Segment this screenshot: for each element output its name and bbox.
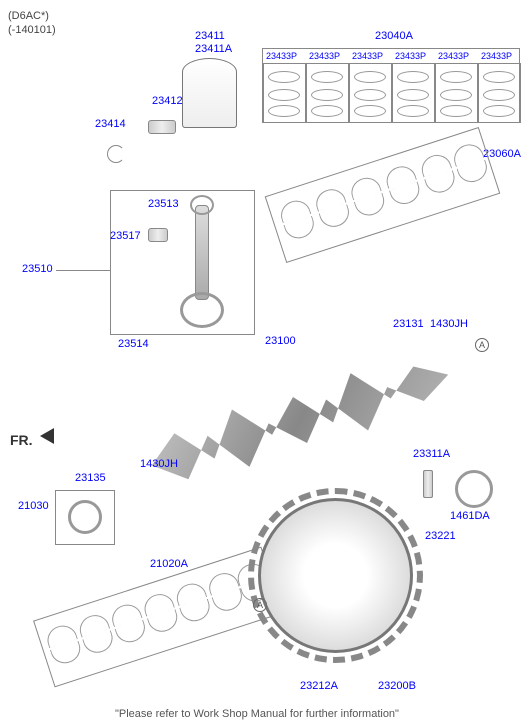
ring-label-6: 23433P bbox=[481, 51, 512, 61]
bolt-23311A bbox=[423, 470, 433, 498]
piston-pin bbox=[148, 120, 176, 134]
label-21020A: 21020A bbox=[150, 558, 188, 570]
ring-img-3c bbox=[354, 105, 386, 117]
label-23311A: 23311A bbox=[413, 448, 450, 460]
ring-img-4c bbox=[397, 105, 429, 117]
ring-img-2b bbox=[311, 89, 343, 101]
ring-label-1: 23433P bbox=[266, 51, 297, 61]
flywheel-body bbox=[258, 498, 413, 653]
label-23100: 23100 bbox=[265, 335, 296, 347]
ring-img-5a bbox=[440, 71, 472, 83]
label-23131: 23131 bbox=[393, 318, 424, 330]
ring-img-5b bbox=[440, 89, 472, 101]
label-23411: 23411 bbox=[195, 30, 225, 42]
ring-img-3b bbox=[354, 89, 386, 101]
ring-img-6b bbox=[483, 89, 515, 101]
ring-img-6a bbox=[483, 71, 515, 83]
label-21030: 21030 bbox=[18, 500, 49, 512]
ring-img-5c bbox=[440, 105, 472, 117]
label-23040A: 23040A bbox=[375, 30, 413, 42]
leader-23510 bbox=[56, 270, 110, 271]
fr-arrow-icon bbox=[40, 428, 54, 444]
ring-label-5: 23433P bbox=[438, 51, 469, 61]
crankshaft-body bbox=[134, 317, 466, 522]
ring-img-1b bbox=[268, 89, 300, 101]
ring-label-3: 23433P bbox=[352, 51, 383, 61]
snap-ring bbox=[107, 145, 125, 163]
ring-img-2c bbox=[311, 105, 343, 117]
marker-a-flywheel: A bbox=[253, 598, 267, 612]
ring-img-6c bbox=[483, 105, 515, 117]
label-23412: 23412 bbox=[152, 95, 183, 107]
label-23221: 23221 bbox=[425, 530, 456, 542]
label-23135: 23135 bbox=[75, 472, 106, 484]
conrod-big-end bbox=[180, 292, 224, 328]
label-23514: 23514 bbox=[118, 338, 149, 350]
piston-ring-container: 23433P 23433P 23433P 23433P 23433P 23433… bbox=[262, 48, 520, 123]
ring-img-4a bbox=[397, 71, 429, 83]
label-23414: 23414 bbox=[95, 118, 126, 130]
label-23212A: 23212A bbox=[300, 680, 338, 692]
conrod-bushing bbox=[148, 228, 168, 242]
conrod-small-end bbox=[190, 195, 214, 215]
fr-label: FR. bbox=[10, 432, 33, 448]
label-23200B: 23200B bbox=[378, 680, 416, 692]
label-23510: 23510 bbox=[22, 263, 53, 275]
ring-label-4: 23433P bbox=[395, 51, 426, 61]
ring-label-2: 23433P bbox=[309, 51, 340, 61]
label-23411A: 23411A bbox=[195, 43, 232, 55]
ring-img-1c bbox=[268, 105, 300, 117]
label-23517: 23517 bbox=[110, 230, 141, 242]
header-model: (D6AC*) bbox=[8, 10, 49, 22]
ring-img-3a bbox=[354, 71, 386, 83]
header-code: (-140101) bbox=[8, 24, 56, 36]
label-1461DA: 1461DA bbox=[450, 510, 490, 522]
seal-23221 bbox=[455, 470, 493, 508]
ring-img-2a bbox=[311, 71, 343, 83]
label-23513: 23513 bbox=[148, 198, 179, 210]
piston-body bbox=[182, 58, 237, 128]
label-1430JH-mid: 1430JH bbox=[140, 458, 178, 470]
marker-a-top: A bbox=[475, 338, 489, 352]
footer-text: "Please refer to Work Shop Manual for fu… bbox=[115, 708, 399, 720]
ring-img-4b bbox=[397, 89, 429, 101]
label-1430JH-top: 1430JH bbox=[430, 318, 468, 330]
conrod-body bbox=[195, 205, 209, 300]
bearing-box-top bbox=[265, 127, 501, 263]
ring-img-1a bbox=[268, 71, 300, 83]
ring-21030 bbox=[68, 500, 102, 534]
